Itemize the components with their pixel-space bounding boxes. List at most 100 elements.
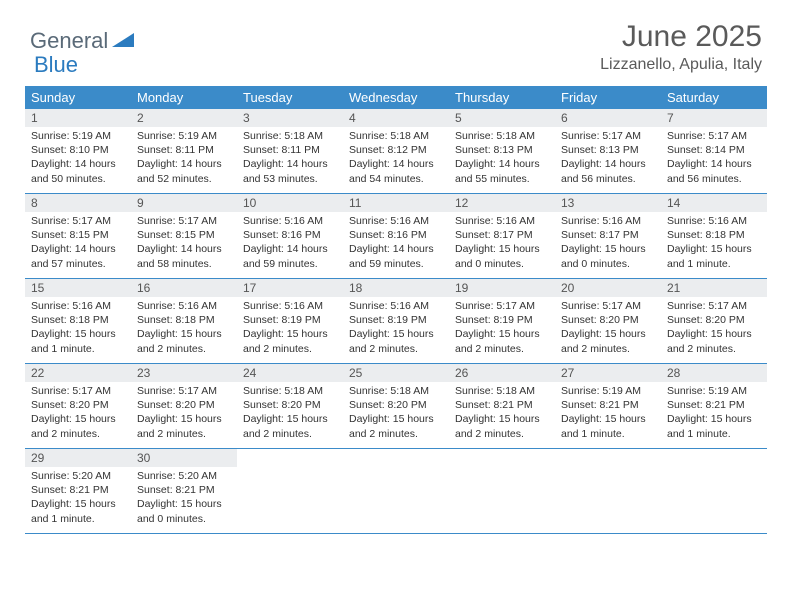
- day-details: Sunrise: 5:16 AMSunset: 8:18 PMDaylight:…: [661, 214, 767, 271]
- calendar-body: 1 Sunrise: 5:19 AMSunset: 8:10 PMDaylight…: [25, 109, 767, 534]
- calendar-day: 8Sunrise: 5:17 AMSunset: 8:15 PMDaylight…: [25, 194, 131, 278]
- weekday-tue: Tuesday: [237, 86, 343, 109]
- logo-text-general: General: [30, 28, 108, 54]
- day-details: Sunrise: 5:17 AMSunset: 8:20 PMDaylight:…: [25, 384, 131, 441]
- logo-text-blue: Blue: [34, 52, 78, 78]
- calendar-header-row: Sunday Monday Tuesday Wednesday Thursday…: [25, 86, 767, 109]
- calendar-day: 21 Sunrise: 5:17 AMSunset: 8:20 PMDayligh…: [661, 279, 767, 363]
- day-number: 26: [449, 364, 555, 382]
- calendar-day: 9Sunrise: 5:17 AMSunset: 8:15 PMDaylight…: [131, 194, 237, 278]
- location: Lizzanello, Apulia, Italy: [600, 56, 762, 74]
- day-number: 28: [661, 364, 767, 382]
- calendar: Sunday Monday Tuesday Wednesday Thursday…: [25, 86, 767, 534]
- day-details: Sunrise: 5:17 AMSunset: 8:20 PMDaylight:…: [555, 299, 661, 356]
- calendar-day: 11 Sunrise: 5:16 AMSunset: 8:16 PMDayligh…: [343, 194, 449, 278]
- day-number: 29: [25, 449, 131, 467]
- calendar-day: 13Sunrise: 5:16 AMSunset: 8:17 PMDayligh…: [555, 194, 661, 278]
- calendar-day: .: [343, 449, 449, 533]
- calendar-day: 24Sunrise: 5:18 AMSunset: 8:20 PMDayligh…: [237, 364, 343, 448]
- weekday-mon: Monday: [131, 86, 237, 109]
- day-number: 5: [449, 109, 555, 127]
- calendar-day: 19Sunrise: 5:17 AMSunset: 8:19 PMDayligh…: [449, 279, 555, 363]
- weekday-sun: Sunday: [25, 86, 131, 109]
- calendar-day: 18Sunrise: 5:16 AMSunset: 8:19 PMDayligh…: [343, 279, 449, 363]
- day-number: 25: [343, 364, 449, 382]
- calendar-week: 1 Sunrise: 5:19 AMSunset: 8:10 PMDaylight…: [25, 109, 767, 194]
- calendar-day: 25 Sunrise: 5:18 AMSunset: 8:20 PMDayligh…: [343, 364, 449, 448]
- calendar-day: 1 Sunrise: 5:19 AMSunset: 8:10 PMDaylight…: [25, 109, 131, 193]
- calendar-day: 16 Sunrise: 5:16 AMSunset: 8:18 PMDayligh…: [131, 279, 237, 363]
- day-number: 14: [661, 194, 767, 212]
- day-details: Sunrise: 5:16 AMSunset: 8:17 PMDaylight:…: [449, 214, 555, 271]
- day-details: Sunrise: 5:16 AMSunset: 8:19 PMDaylight:…: [237, 299, 343, 356]
- calendar-day: .: [449, 449, 555, 533]
- day-details: Sunrise: 5:20 AMSunset: 8:21 PMDaylight:…: [131, 469, 237, 526]
- month-title: June 2025: [600, 20, 762, 54]
- calendar-day: 28 Sunrise: 5:19 AMSunset: 8:21 PMDayligh…: [661, 364, 767, 448]
- day-details: Sunrise: 5:19 AMSunset: 8:21 PMDaylight:…: [555, 384, 661, 441]
- calendar-day: .: [237, 449, 343, 533]
- calendar-day: 29Sunrise: 5:20 AMSunset: 8:21 PMDayligh…: [25, 449, 131, 533]
- day-number: 21: [661, 279, 767, 297]
- day-details: Sunrise: 5:17 AMSunset: 8:14 PMDaylight:…: [661, 129, 767, 186]
- logo-triangle-icon: [112, 31, 134, 52]
- day-details: Sunrise: 5:17 AMSunset: 8:20 PMDaylight:…: [661, 299, 767, 356]
- day-number: 10: [237, 194, 343, 212]
- day-details: Sunrise: 5:17 AMSunset: 8:20 PMDaylight:…: [131, 384, 237, 441]
- day-number: 16: [131, 279, 237, 297]
- calendar-day: 20 Sunrise: 5:17 AMSunset: 8:20 PMDayligh…: [555, 279, 661, 363]
- day-details: Sunrise: 5:18 AMSunset: 8:13 PMDaylight:…: [449, 129, 555, 186]
- calendar-day: 30 Sunrise: 5:20 AMSunset: 8:21 PMDayligh…: [131, 449, 237, 533]
- day-details: Sunrise: 5:17 AMSunset: 8:13 PMDaylight:…: [555, 129, 661, 186]
- calendar-day: 10 Sunrise: 5:16 AMSunset: 8:16 PMDayligh…: [237, 194, 343, 278]
- day-details: Sunrise: 5:18 AMSunset: 8:11 PMDaylight:…: [237, 129, 343, 186]
- calendar-day: 22Sunrise: 5:17 AMSunset: 8:20 PMDayligh…: [25, 364, 131, 448]
- day-number: 6: [555, 109, 661, 127]
- header: General June 2025 Lizzanello, Apulia, It…: [0, 0, 792, 82]
- title-block: June 2025 Lizzanello, Apulia, Italy: [600, 20, 762, 74]
- day-number: 18: [343, 279, 449, 297]
- calendar-week: 22Sunrise: 5:17 AMSunset: 8:20 PMDayligh…: [25, 364, 767, 449]
- calendar-day: .: [661, 449, 767, 533]
- weekday-fri: Friday: [555, 86, 661, 109]
- day-details: Sunrise: 5:19 AMSunset: 8:10 PMDaylight:…: [25, 129, 131, 186]
- calendar-day: .: [555, 449, 661, 533]
- calendar-day: 15 Sunrise: 5:16 AMSunset: 8:18 PMDayligh…: [25, 279, 131, 363]
- day-number: 23: [131, 364, 237, 382]
- logo: General: [30, 20, 136, 54]
- calendar-day: 14 Sunrise: 5:16 AMSunset: 8:18 PMDayligh…: [661, 194, 767, 278]
- day-number: 11: [343, 194, 449, 212]
- day-details: Sunrise: 5:16 AMSunset: 8:16 PMDaylight:…: [343, 214, 449, 271]
- day-details: Sunrise: 5:18 AMSunset: 8:20 PMDaylight:…: [343, 384, 449, 441]
- day-number: 12: [449, 194, 555, 212]
- day-details: Sunrise: 5:19 AMSunset: 8:21 PMDaylight:…: [661, 384, 767, 441]
- day-number: 9: [131, 194, 237, 212]
- day-details: Sunrise: 5:16 AMSunset: 8:17 PMDaylight:…: [555, 214, 661, 271]
- day-details: Sunrise: 5:18 AMSunset: 8:12 PMDaylight:…: [343, 129, 449, 186]
- calendar-day: 27Sunrise: 5:19 AMSunset: 8:21 PMDayligh…: [555, 364, 661, 448]
- day-number: 1: [25, 109, 131, 127]
- day-number: 15: [25, 279, 131, 297]
- day-details: Sunrise: 5:17 AMSunset: 8:15 PMDaylight:…: [25, 214, 131, 271]
- day-number: 20: [555, 279, 661, 297]
- calendar-week: 8Sunrise: 5:17 AMSunset: 8:15 PMDaylight…: [25, 194, 767, 279]
- day-details: Sunrise: 5:16 AMSunset: 8:18 PMDaylight:…: [131, 299, 237, 356]
- calendar-day: 5 Sunrise: 5:18 AMSunset: 8:13 PMDaylight…: [449, 109, 555, 193]
- day-details: Sunrise: 5:17 AMSunset: 8:19 PMDaylight:…: [449, 299, 555, 356]
- calendar-day: 3 Sunrise: 5:18 AMSunset: 8:11 PMDaylight…: [237, 109, 343, 193]
- day-number: 4: [343, 109, 449, 127]
- calendar-week: 15Sunrise: 5:16 AMSunset: 8:18 PMDayligh…: [25, 279, 767, 364]
- weekday-wed: Wednesday: [343, 86, 449, 109]
- calendar-day: 2Sunrise: 5:19 AMSunset: 8:11 PMDaylight…: [131, 109, 237, 193]
- calendar-day: 26Sunrise: 5:18 AMSunset: 8:21 PMDayligh…: [449, 364, 555, 448]
- day-number: 7: [661, 109, 767, 127]
- day-details: Sunrise: 5:16 AMSunset: 8:18 PMDaylight:…: [25, 299, 131, 356]
- calendar-day: 6 Sunrise: 5:17 AMSunset: 8:13 PMDaylight…: [555, 109, 661, 193]
- day-number: 3: [237, 109, 343, 127]
- calendar-day: 12 Sunrise: 5:16 AMSunset: 8:17 PMDayligh…: [449, 194, 555, 278]
- weekday-thu: Thursday: [449, 86, 555, 109]
- calendar-week: 29Sunrise: 5:20 AMSunset: 8:21 PMDayligh…: [25, 449, 767, 534]
- day-details: Sunrise: 5:16 AMSunset: 8:16 PMDaylight:…: [237, 214, 343, 271]
- day-details: Sunrise: 5:19 AMSunset: 8:11 PMDaylight:…: [131, 129, 237, 186]
- day-number: 30: [131, 449, 237, 467]
